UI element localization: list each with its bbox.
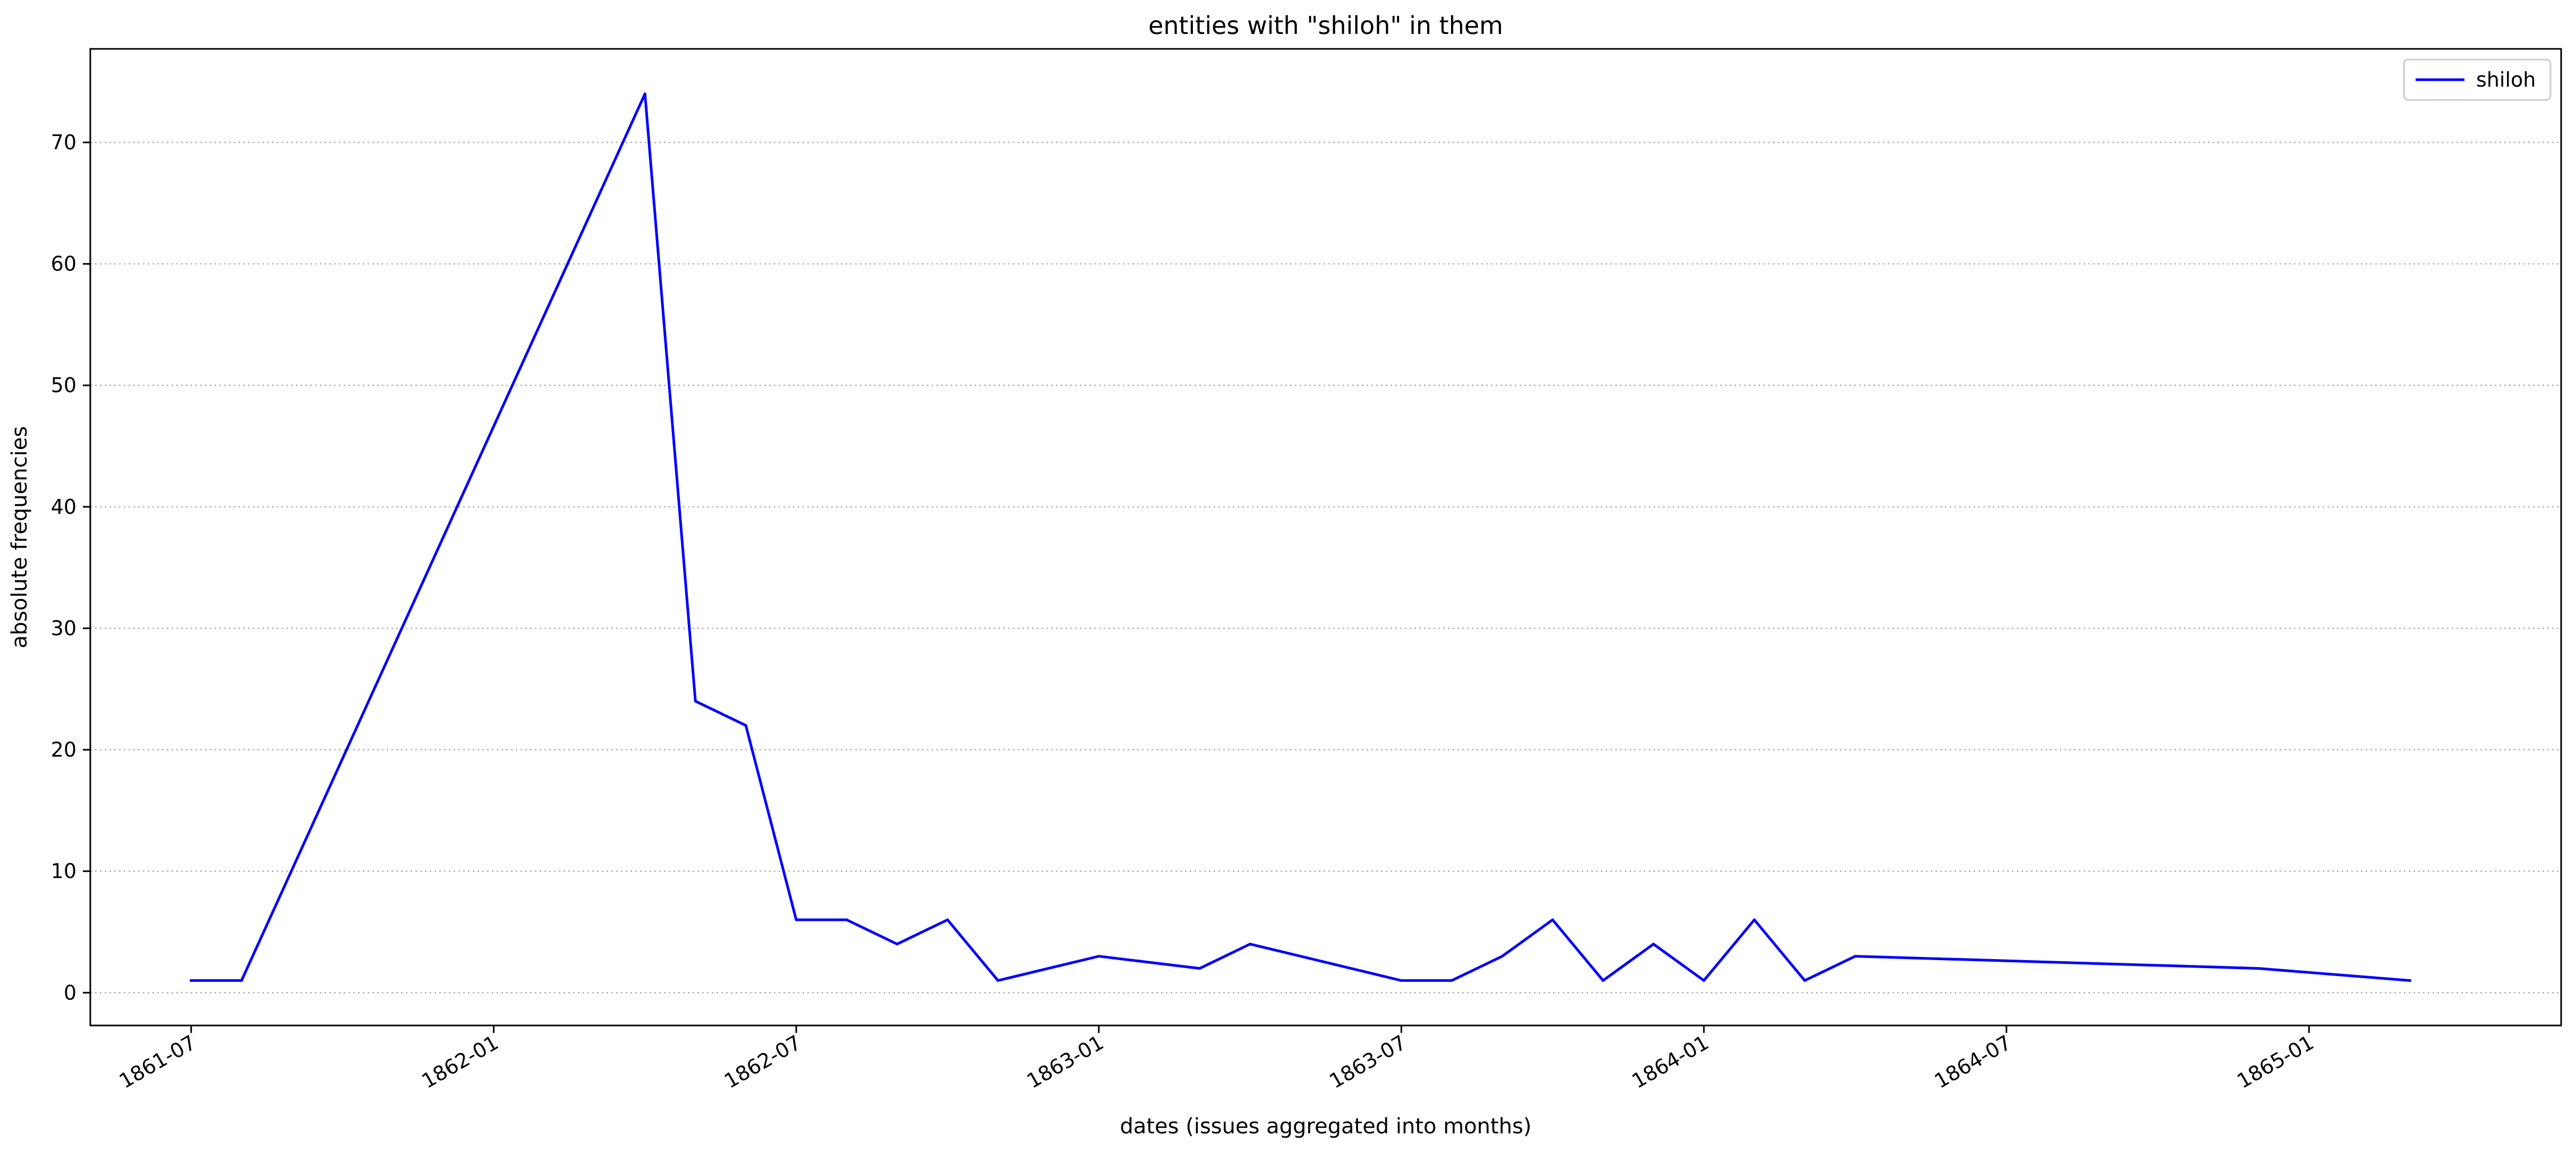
data-point — [946, 918, 949, 921]
data-point — [1652, 943, 1655, 946]
series-layer — [190, 92, 2411, 982]
data-point — [1097, 955, 1101, 958]
y-tick-label: 10 — [51, 860, 76, 883]
chart-title: entities with "shiloh" in them — [1148, 11, 1503, 40]
legend-box — [2403, 58, 2552, 101]
y-axis-label: absolute frequencies — [7, 426, 32, 648]
y-tick-label: 70 — [51, 131, 76, 154]
y-tick-label: 30 — [51, 616, 76, 640]
data-point — [744, 724, 747, 727]
y-axis: 0 10 20 30 40 50 60 70 — [51, 131, 90, 1004]
data-point — [1551, 918, 1554, 921]
grid-layer — [90, 141, 2561, 994]
data-point — [1601, 979, 1605, 982]
data-point — [1198, 967, 1201, 970]
data-point — [1450, 979, 1453, 982]
data-point — [1500, 955, 1504, 958]
y-tick-label: 40 — [51, 495, 76, 519]
data-point — [845, 918, 848, 921]
y-tick-label: 0 — [64, 981, 76, 1004]
y-tick-label: 50 — [51, 374, 76, 397]
data-point — [190, 979, 193, 982]
data-point — [694, 700, 697, 703]
y-tick-label: 20 — [51, 738, 76, 761]
y-tick-label: 60 — [51, 252, 76, 276]
data-point — [996, 979, 1000, 982]
data-point — [1249, 943, 1252, 946]
data-point — [795, 918, 798, 921]
data-point — [1854, 955, 1857, 958]
legend: shiloh — [2403, 58, 2552, 101]
data-point — [240, 979, 243, 982]
data-point — [2408, 979, 2411, 982]
data-point — [1702, 979, 1705, 982]
data-point — [895, 943, 899, 946]
data-point — [643, 92, 646, 96]
x-axis-label: dates (issues aggregated into months) — [1120, 1114, 1531, 1139]
legend-label-shiloh: shiloh — [2476, 68, 2536, 91]
plot-area-frame — [89, 48, 2562, 1027]
data-point — [1753, 918, 1756, 921]
data-point — [1400, 979, 1403, 982]
data-point — [2257, 967, 2260, 970]
data-point — [1803, 979, 1806, 982]
